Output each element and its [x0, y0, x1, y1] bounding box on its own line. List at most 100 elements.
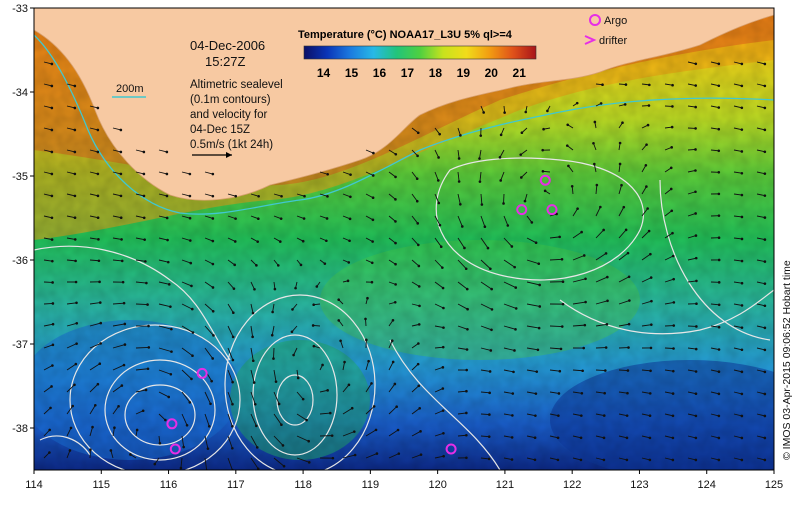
lon-tick-label: 116 [160, 479, 178, 491]
velocity-vector-head [418, 305, 421, 308]
velocity-vector-head [647, 124, 650, 127]
velocity-vector-head [604, 369, 607, 372]
velocity-vector-head [695, 415, 698, 418]
velocity-vector-head [316, 285, 319, 288]
velocity-vector-head [695, 234, 698, 237]
velocity-vector-head [324, 262, 327, 265]
velocity-vector [44, 303, 53, 304]
velocity-vector-head [303, 195, 306, 198]
velocity-vector-head [695, 325, 698, 328]
velocity-vector-head [514, 328, 517, 331]
latitude-axis: -33-34-35-36-37-38 [12, 3, 34, 435]
velocity-vector-head [566, 144, 569, 147]
velocity-vector-head [603, 392, 606, 395]
velocity-vector-head [232, 336, 235, 339]
velocity-vector-head [416, 200, 419, 203]
velocity-vector-head [232, 311, 235, 314]
velocity-vector-head [465, 412, 468, 415]
velocity-vector-head [74, 85, 77, 88]
velocity-vector-head [122, 281, 125, 284]
velocity-vector-head [581, 392, 584, 395]
velocity-vector-head [718, 303, 721, 306]
velocity-vector-head [671, 84, 674, 87]
velocity-vector-head [627, 252, 630, 255]
velocity-vector-head [51, 129, 54, 132]
velocity-vector-head [741, 150, 744, 153]
colorbar-tick-label: 18 [429, 66, 443, 80]
colorbar-tick-label: 14 [317, 66, 331, 80]
velocity-vector-head [694, 169, 697, 172]
velocity-vector-head [580, 459, 583, 462]
velocity-vector-head [491, 308, 494, 311]
velocity-vector-head [189, 173, 192, 176]
velocity-vector-head [695, 437, 698, 440]
velocity-vector-head [695, 370, 698, 373]
lon-tick-label: 118 [294, 479, 312, 491]
velocity-vector-head [291, 308, 294, 311]
velocity-vector-head [502, 202, 505, 205]
velocity-vector-head [143, 195, 146, 198]
velocity-vector-head [233, 287, 236, 290]
lat-tick-label: -36 [12, 255, 28, 267]
velocity-vector-head [764, 349, 767, 352]
velocity-vector-head [371, 240, 374, 243]
velocity-vector-head [372, 174, 375, 177]
velocity-vector-head [51, 260, 54, 263]
velocity-vector-head [717, 171, 720, 174]
velocity-vector-head [326, 389, 329, 392]
velocity-vector-head [500, 134, 503, 137]
velocity-vector-head [354, 454, 357, 457]
velocity-vector-head [364, 318, 367, 321]
velocity-vector-head [718, 63, 721, 66]
velocity-vector-head [420, 453, 423, 456]
velocity-vector-head [351, 407, 354, 410]
velocity-vector-head [718, 193, 721, 196]
velocity-vector-head [256, 446, 259, 449]
velocity-vector-head [51, 216, 54, 219]
velocity-vector-head [231, 425, 234, 428]
velocity-vector-head [764, 216, 767, 219]
velocity-vector-head [98, 362, 101, 365]
velocity-vector-head [584, 301, 587, 304]
velocity-vector-head [212, 173, 215, 176]
velocity-vector-head [576, 207, 579, 210]
velocity-vector-head [417, 363, 420, 366]
velocity-vector-head [524, 200, 527, 203]
velocity-vector-head [252, 312, 255, 315]
sealevel-note-line: (0.1m contours) [190, 94, 271, 106]
velocity-vector-head [507, 224, 510, 227]
velocity-vector-head [312, 324, 315, 327]
velocity-vector-head [124, 323, 127, 326]
velocity-vector-head [741, 371, 744, 374]
velocity-vector-head [488, 392, 491, 395]
velocity-vector-head [671, 232, 674, 235]
velocity-vector-head [561, 258, 564, 261]
velocity-vector-head [394, 176, 397, 179]
velocity-vector-head [649, 459, 652, 462]
velocity-vector-head [438, 133, 441, 136]
velocity-vector-head [353, 430, 356, 433]
velocity-vector-head [272, 357, 275, 360]
velocity-vector-head [622, 206, 625, 209]
velocity-vector-head [209, 402, 212, 405]
velocity-vector-head [619, 142, 622, 145]
velocity-vector-head [515, 307, 518, 310]
velocity-vector-head [254, 403, 257, 406]
velocity-vector-head [513, 266, 516, 269]
lon-tick-label: 124 [698, 479, 716, 491]
velocity-vector-head [189, 262, 192, 265]
velocity-vector-head [251, 336, 254, 339]
velocity-vector-head [307, 440, 310, 443]
lon-tick-label: 123 [630, 479, 648, 491]
velocity-vector-head [576, 102, 579, 105]
velocity-vector-head [741, 304, 744, 307]
velocity-vector-head [339, 340, 342, 343]
lon-tick-label: 115 [92, 479, 110, 491]
velocity-vector-head [583, 254, 586, 257]
velocity-vector-head [120, 216, 123, 219]
velocity-vector-head [459, 134, 462, 137]
velocity-vector-head [97, 216, 100, 219]
velocity-vector-head [371, 281, 374, 284]
velocity-vector-head [148, 346, 151, 349]
